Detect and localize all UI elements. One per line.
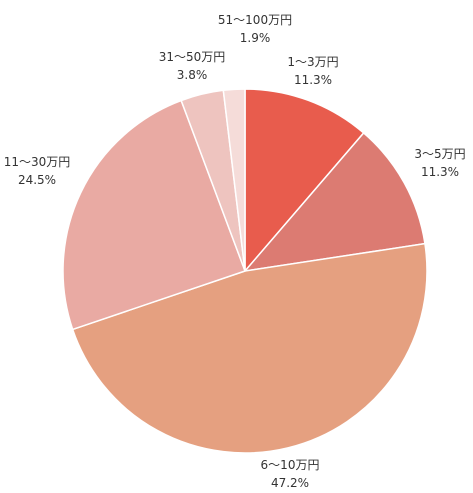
slice-name: 31〜50万円 bbox=[159, 50, 226, 64]
slice-name: 11〜30万円 bbox=[4, 155, 71, 169]
slice-value: 3.8% bbox=[177, 68, 208, 82]
slice-label-2: 3〜5万円 11.3% bbox=[414, 147, 465, 179]
slice-label-3: 6〜10万円 47.2% bbox=[261, 458, 320, 490]
slice-name: 3〜5万円 bbox=[414, 147, 465, 161]
pie-slice-1 bbox=[244, 88, 365, 274]
pie-slice-4 bbox=[62, 99, 246, 331]
slice-value: 1.9% bbox=[240, 31, 271, 45]
slice-label-4: 11〜30万円 24.5% bbox=[4, 155, 71, 187]
slice-name: 51〜100万円 bbox=[218, 13, 292, 27]
slice-label-6: 51〜100万円 1.9% bbox=[218, 13, 292, 45]
pie-slice-6 bbox=[222, 88, 246, 272]
slice-label-5: 31〜50万円 3.8% bbox=[159, 50, 226, 82]
pie-slices bbox=[62, 88, 428, 454]
pie-slice-2 bbox=[243, 131, 426, 273]
pie-slice-3 bbox=[71, 242, 428, 454]
slice-value: 11.3% bbox=[294, 73, 332, 87]
slice-name: 1〜3万円 bbox=[287, 55, 338, 69]
slice-value: 24.5% bbox=[18, 173, 56, 187]
slice-value: 47.2% bbox=[271, 476, 309, 490]
slice-name: 6〜10万円 bbox=[261, 458, 320, 472]
pie-labels: 1〜3万円 11.3% 3〜5万円 11.3% 6〜10万円 47.2% 11〜30万円 24… bbox=[4, 13, 466, 490]
slice-label-1: 1〜3万円 11.3% bbox=[287, 55, 338, 87]
slice-value: 11.3% bbox=[421, 165, 459, 179]
